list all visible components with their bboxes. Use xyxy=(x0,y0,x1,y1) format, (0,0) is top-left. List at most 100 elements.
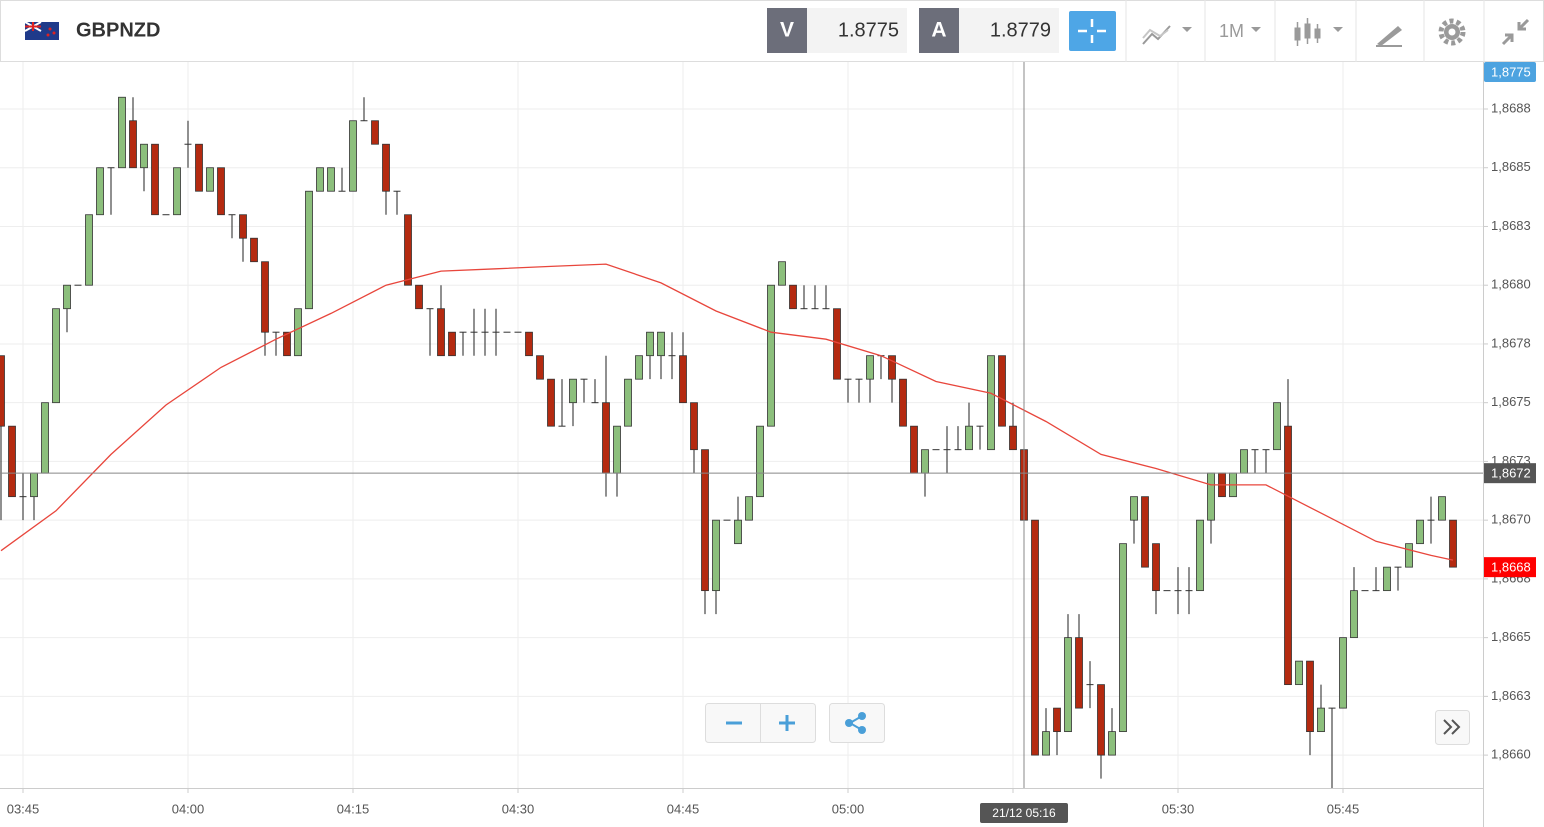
candle-body xyxy=(162,214,170,216)
candle-body xyxy=(745,496,753,521)
candle-body xyxy=(932,449,940,451)
x-tick-label: 04:45 xyxy=(667,801,700,816)
candle-body xyxy=(85,214,93,286)
sell-price: 1.8775 xyxy=(838,19,899,41)
candle-body xyxy=(393,190,401,192)
chart-style-button[interactable] xyxy=(1142,25,1192,45)
candle-body xyxy=(492,331,500,333)
candle-body xyxy=(679,355,687,404)
candle-body xyxy=(1174,590,1182,592)
candle-body xyxy=(558,425,566,427)
candle-body xyxy=(1372,590,1380,592)
buy-label: A xyxy=(931,19,946,42)
zoom-controls xyxy=(705,703,885,743)
candle-body xyxy=(283,331,291,357)
sell-button[interactable]: V 1.8775 xyxy=(767,8,907,53)
y-tick-label: 1,8683 xyxy=(1491,218,1531,233)
buy-price: 1.8779 xyxy=(990,19,1051,41)
candle-body xyxy=(844,378,852,380)
candle-style-button[interactable] xyxy=(1294,18,1343,46)
separators xyxy=(1125,0,1485,62)
candle-body xyxy=(1295,660,1303,686)
crosshair-x-box xyxy=(980,803,1068,823)
share-button[interactable] xyxy=(829,703,885,743)
y-tick-label: 1,8678 xyxy=(1491,335,1531,350)
candle-body xyxy=(976,425,984,427)
candle-body xyxy=(426,308,434,310)
candle-body xyxy=(272,331,280,333)
candle-body xyxy=(712,519,720,592)
candle-body xyxy=(1438,496,1446,521)
candle-body xyxy=(1097,684,1105,756)
crosshair-y-label: 1,8672 xyxy=(1491,466,1531,481)
candle-body xyxy=(1031,519,1039,756)
y-tick-label: 1,8688 xyxy=(1491,100,1531,115)
candle-body xyxy=(228,214,236,216)
candle-body xyxy=(470,331,478,333)
candle-body xyxy=(756,425,764,498)
candle-body xyxy=(41,402,49,474)
candle-body xyxy=(1339,637,1347,709)
candle-body xyxy=(338,190,346,192)
candle-body xyxy=(184,143,192,145)
candle-body xyxy=(943,449,951,451)
candle-body xyxy=(690,402,698,451)
candle-body xyxy=(1350,590,1358,639)
candle-body xyxy=(569,378,577,404)
candle-body xyxy=(1009,425,1017,451)
candle-body xyxy=(547,378,555,427)
candle-body xyxy=(239,214,247,239)
candle-body xyxy=(536,355,544,380)
crosshair-button[interactable] xyxy=(1069,11,1116,51)
candle-body xyxy=(1108,731,1116,756)
y-tick-label: 1,8663 xyxy=(1491,688,1531,703)
candle-body xyxy=(1405,543,1413,568)
candle-body xyxy=(1042,731,1050,756)
candle-body xyxy=(294,308,302,357)
candle-body xyxy=(1273,402,1281,451)
candle-body xyxy=(701,449,709,592)
candle-body xyxy=(206,167,214,192)
candle-body xyxy=(723,519,731,521)
zoom-in-button[interactable] xyxy=(779,715,795,731)
candle-body xyxy=(19,496,27,498)
buy-button[interactable]: A 1.8779 xyxy=(919,8,1059,53)
candle-body xyxy=(30,472,38,498)
candle-body xyxy=(1284,425,1292,686)
candle-body xyxy=(371,120,379,145)
candle-body xyxy=(921,449,929,474)
candle-body xyxy=(415,284,423,310)
candle-body xyxy=(74,284,82,286)
candle-body xyxy=(668,355,676,357)
y-tick-label: 1,8665 xyxy=(1491,629,1531,644)
scroll-right-button[interactable] xyxy=(1435,710,1470,745)
candle-body xyxy=(1251,449,1259,451)
x-tick-label: 05:45 xyxy=(1327,801,1360,816)
candle-body xyxy=(437,308,445,357)
candle-body xyxy=(789,284,797,310)
timeframe: 1M xyxy=(1219,21,1244,41)
timeframe-button[interactable]: 1M xyxy=(1219,21,1261,41)
candle-body xyxy=(1383,566,1391,592)
candle-body xyxy=(151,143,159,216)
candle-body xyxy=(1317,707,1325,733)
candle-body xyxy=(1262,449,1270,451)
collapse-button[interactable] xyxy=(1501,18,1530,46)
y-tick-label: 1,8685 xyxy=(1491,159,1531,174)
flag xyxy=(24,21,59,40)
candle-body xyxy=(1306,660,1314,733)
candle-body xyxy=(1163,590,1171,592)
candle-body xyxy=(140,143,148,169)
candle-body xyxy=(1064,637,1072,733)
y-tick-label: 1,8675 xyxy=(1491,394,1531,409)
candle-body xyxy=(382,143,390,192)
y-tick-label: 1,8680 xyxy=(1491,277,1531,292)
candle-body xyxy=(0,355,5,427)
y-tick-label: 1,8660 xyxy=(1491,747,1531,762)
candle-body xyxy=(316,167,324,192)
candle-body xyxy=(613,425,621,474)
settings-button[interactable] xyxy=(1438,18,1466,46)
draw-button[interactable] xyxy=(1376,26,1402,47)
candle-body xyxy=(866,355,874,380)
